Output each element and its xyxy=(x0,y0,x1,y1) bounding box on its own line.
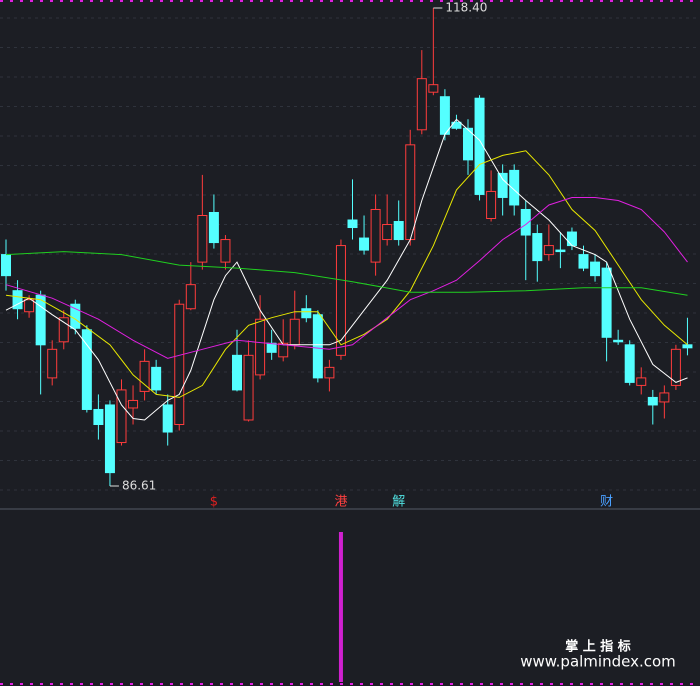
high-label: 118.40 xyxy=(445,1,487,15)
candle-body xyxy=(393,221,404,241)
moving-average xyxy=(5,197,688,359)
candle-body xyxy=(590,261,601,277)
candle-body xyxy=(70,303,81,329)
event-marker: 港 xyxy=(334,495,347,510)
candle-body xyxy=(197,214,208,263)
candle-body xyxy=(382,224,393,241)
candle-body xyxy=(370,208,381,263)
candle-body xyxy=(624,344,635,383)
candle-body xyxy=(174,303,185,426)
candle-body xyxy=(151,366,162,391)
candle-body xyxy=(486,190,497,220)
candle-body xyxy=(474,97,485,195)
event-marker: 财 xyxy=(600,495,613,510)
candle-body xyxy=(266,342,277,353)
candle-body xyxy=(1,254,11,277)
candle-body xyxy=(659,392,670,403)
candle-body xyxy=(347,219,358,229)
candle-body xyxy=(35,294,46,346)
candle-body xyxy=(670,348,681,386)
candle-body xyxy=(116,389,127,444)
candle-body xyxy=(324,366,335,379)
candle-body xyxy=(647,396,658,406)
candle-body xyxy=(543,245,554,256)
candle-body xyxy=(532,233,543,262)
candle-body xyxy=(58,317,69,343)
candle-body xyxy=(335,245,346,356)
candle-body xyxy=(232,354,242,391)
signal-bar xyxy=(338,532,343,682)
candle-body xyxy=(416,78,427,131)
candle-body xyxy=(220,239,231,263)
candle-body xyxy=(509,169,520,206)
candle-body xyxy=(439,96,450,135)
candle-body xyxy=(104,404,115,474)
candle-body xyxy=(359,237,370,251)
candle-body xyxy=(81,329,92,410)
candle-body xyxy=(243,354,254,421)
candle-body xyxy=(636,377,647,386)
candle-body xyxy=(278,342,289,358)
candle-body xyxy=(208,211,219,244)
candle-body xyxy=(289,318,300,346)
candle-body xyxy=(682,344,693,349)
candle-body xyxy=(185,284,196,310)
candle-body xyxy=(312,314,323,379)
low-label: 86.61 xyxy=(122,479,156,493)
candle-body xyxy=(497,172,508,198)
watermark-title: 掌 上 指 标 xyxy=(565,639,631,655)
candle-body xyxy=(520,208,531,236)
watermark-url: www.palmindex.com xyxy=(520,653,676,671)
moving-average xyxy=(5,118,688,421)
moving-average xyxy=(5,150,688,398)
event-marker: $ xyxy=(210,495,218,510)
candle-body xyxy=(139,360,150,392)
candle-body xyxy=(128,399,139,409)
candle-body xyxy=(463,127,473,161)
candle-body xyxy=(93,408,104,426)
candle-body xyxy=(555,249,566,253)
candle-body xyxy=(47,348,58,379)
candle-body xyxy=(162,404,173,433)
candle-body xyxy=(566,231,577,247)
candle-body xyxy=(255,318,266,376)
candle-body xyxy=(613,339,624,343)
moving-average xyxy=(5,251,688,296)
candle-body xyxy=(578,254,589,269)
candle-body xyxy=(24,299,35,313)
candle-body xyxy=(601,267,612,338)
candle-body xyxy=(405,144,416,241)
candle-body xyxy=(301,308,312,319)
candle-body xyxy=(428,84,439,93)
event-marker: 解 xyxy=(392,495,405,510)
candle-body xyxy=(12,290,23,310)
